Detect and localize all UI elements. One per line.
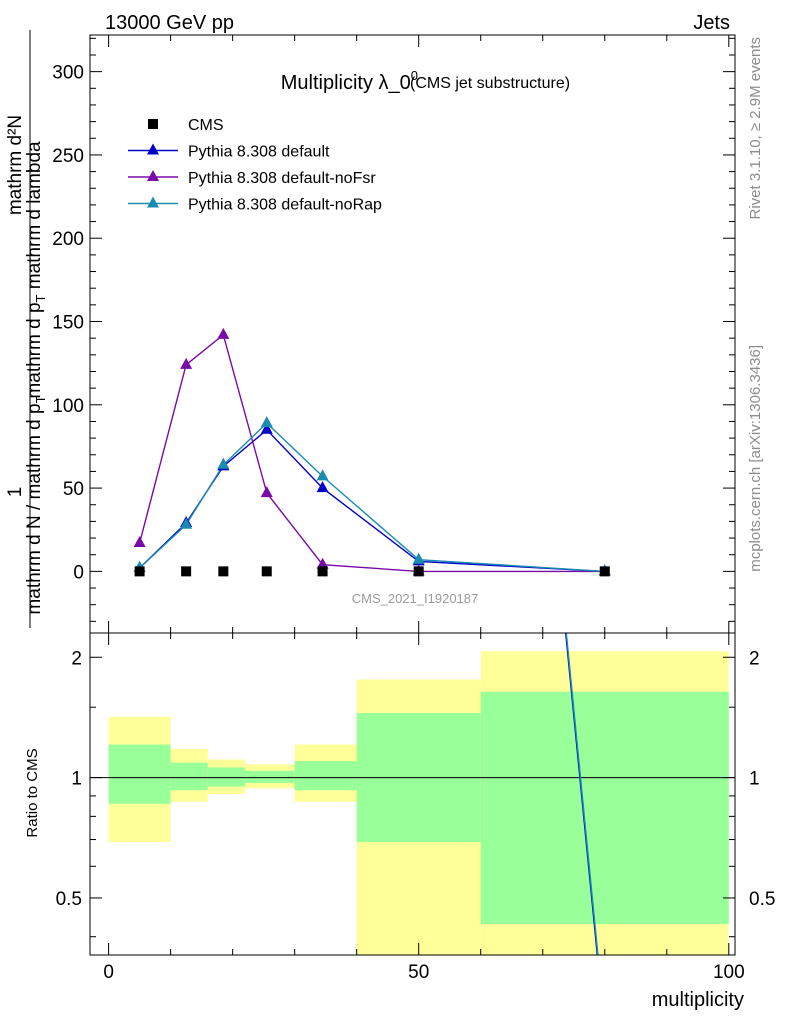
ratio-y-tick-label: 1	[71, 769, 82, 790]
y-tick-label: 100	[52, 396, 84, 417]
legend-marker-cms	[148, 119, 158, 129]
ratio-y-tick-label-right: 0.5	[749, 889, 775, 910]
y-tick-label: 50	[63, 479, 84, 500]
legend-marker-pythia-8-308-default-nofsr	[147, 170, 159, 181]
uncertainty-band-inner	[108, 744, 171, 804]
y-title-prefix: 1	[5, 487, 26, 498]
energy-label: 13000 GeV pp	[105, 12, 234, 34]
data-point-pythia-8-308-default-norap	[217, 457, 230, 469]
ratio-panel: 0.5 0.5 1 1 2 2 0 50 100 Ratio to CMS multiplici…	[24, 632, 775, 1011]
y-tick-label: 0	[73, 562, 84, 583]
y-tick-label: 300	[52, 63, 84, 84]
y-title-denominator: mathrm d N / mathrm d pT	[24, 395, 48, 614]
y-title-numerator-b: mathrm d p	[24, 302, 45, 398]
data-point-pythia-8-308-default-norap	[180, 517, 193, 529]
series-line-pythia-8-308-default	[139, 428, 605, 573]
uncertainty-band-inner	[480, 691, 729, 925]
data-point-cms	[413, 566, 424, 577]
data-point-cms	[261, 566, 272, 577]
data-point-pythia-8-308-default-norap	[412, 552, 425, 564]
y-title-numerator-ext: mathrm d pT mathrm d lambda	[24, 141, 48, 399]
legend: CMS Pythia 8.308 default Pythia 8.308 defa…	[128, 117, 382, 214]
x-axis-title: multiplicity	[652, 989, 744, 1011]
x-tick-label: 100	[713, 962, 745, 983]
mcplots-label: mcplots.cern.ch [arXiv:1306.3436]	[747, 345, 764, 572]
y-title-numerator: mathrm d²N	[5, 115, 26, 215]
ratio-data-layer	[90, 632, 735, 956]
main-frame	[89, 34, 736, 634]
y-title-numerator-sub: T	[33, 294, 48, 302]
data-point-pythia-8-308-default-norap	[260, 416, 273, 428]
data-point-pythia-8-308-default	[260, 422, 273, 434]
data-point-cms	[181, 566, 192, 577]
data-point-pythia-8-308-default-nofsr	[260, 486, 273, 498]
chart-title-main: Multiplicity λ_0	[281, 72, 411, 94]
main-axes: 0 50 100 150 200 250 300	[52, 35, 735, 633]
chart-subtitle: (CMS jet substructure)	[410, 75, 570, 92]
legend-label-pythia-8-308-default-nofsr: Pythia 8.308 default-noFsr	[188, 170, 376, 187]
uncertainty-band-inner	[294, 761, 357, 791]
data-point-pythia-8-308-default-nofsr	[180, 357, 193, 369]
process-label: Jets	[693, 12, 730, 34]
uncertainty-band-inner	[245, 770, 295, 783]
data-point-pythia-8-308-default-nofsr	[217, 327, 230, 339]
data-point-cms	[599, 566, 610, 577]
y-tick-label: 200	[52, 229, 84, 250]
legend-label-cms: CMS	[188, 117, 224, 134]
y-tick-label: 250	[52, 146, 84, 167]
legend-marker-pythia-8-308-default-norap	[147, 196, 159, 208]
ratio-axes: 0.5 0.5 1 1 2 2 0 50 100	[56, 633, 775, 983]
data-point-cms	[218, 566, 229, 577]
legend-label-pythia-8-308-default-norap: Pythia 8.308 default-noRap	[188, 197, 382, 214]
rivet-label: Rivet 3.1.10, ≥ 2.9M events	[747, 37, 764, 220]
ratio-y-axis-title: Ratio to CMS	[24, 748, 41, 837]
y-title-denominator-a: mathrm d N / mathrm d p	[24, 403, 45, 614]
y-title-numerator-tail: mathrm d lambda	[24, 141, 45, 295]
ratio-y-tick-label-right: 2	[749, 648, 760, 669]
data-point-pythia-8-308-default-nofsr	[133, 536, 146, 548]
uncertainty-band-inner	[207, 767, 246, 787]
ratio-y-tick-label: 0.5	[56, 889, 82, 910]
data-point-pythia-8-308-default-norap	[316, 469, 329, 481]
uncertainty-band-inner	[170, 762, 208, 791]
ratio-y-tick-label-right: 1	[749, 769, 760, 790]
data-point-cms	[317, 566, 328, 577]
reference-label: CMS_2021_I1920187	[352, 591, 479, 606]
main-data-layer	[133, 327, 611, 577]
chart-title-sup: 0	[411, 68, 418, 83]
x-tick-label: 50	[408, 962, 429, 983]
data-point-pythia-8-308-default-nofsr	[316, 557, 329, 569]
main-y-axis-title: mathrm d²N mathrm d pT mathrm d lambda 1…	[5, 30, 48, 628]
legend-label-pythia-8-308-default: Pythia 8.308 default	[188, 144, 330, 161]
data-point-cms	[134, 566, 145, 577]
series-line-pythia-8-308-default-nofsr	[138, 333, 605, 573]
x-tick-label: 0	[103, 962, 114, 983]
data-point-pythia-8-308-default	[316, 481, 329, 493]
ratio-y-tick-label: 2	[71, 648, 82, 669]
series-line-pythia-8-308-default-norap	[139, 422, 605, 573]
y-title-denominator-sub: T	[33, 395, 48, 403]
y-tick-label: 150	[52, 313, 84, 334]
ratio-frame	[89, 632, 736, 956]
ratio-line-pythia-8-308-default-norap	[565, 632, 599, 956]
legend-marker-pythia-8-308-default	[147, 143, 159, 155]
chart-title: Multiplicity λ_00	[281, 68, 418, 94]
y-title-numerator-a: mathrm d²N	[5, 115, 26, 215]
